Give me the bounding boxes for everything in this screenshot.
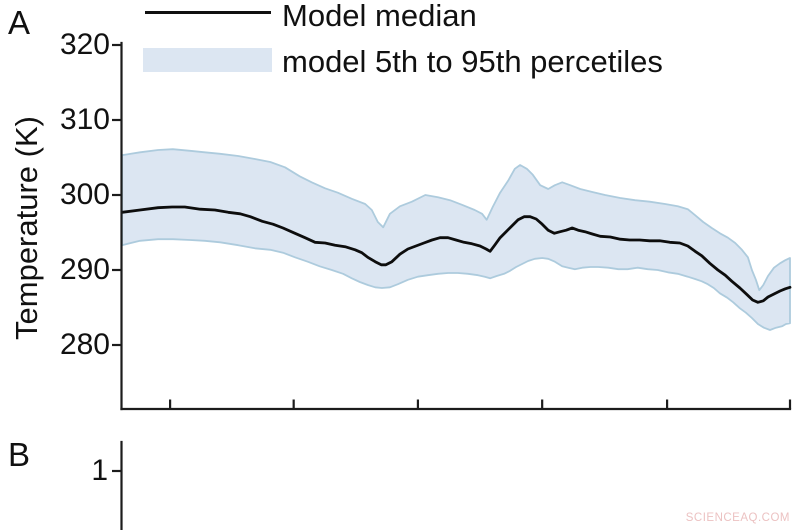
y-tick-label: 290 <box>59 253 110 286</box>
legend-entry-percentiles: model 5th to 95th percetiles <box>282 44 663 79</box>
legend-entry-median: Model median <box>282 0 477 33</box>
y-tick-label: 300 <box>59 178 110 211</box>
watermark: SCIENCEAQ.COM <box>685 512 790 524</box>
y-tick-label: 320 <box>59 28 110 61</box>
y-tick-label: 310 <box>59 103 110 136</box>
model-median-line <box>120 205 792 304</box>
axis-ticks <box>112 43 792 473</box>
panel-b-label: B <box>8 436 31 473</box>
axis-spines <box>120 41 792 530</box>
y-tick-label: 280 <box>59 328 110 361</box>
panel-b-tick-label: 1 <box>91 454 108 487</box>
panel-a-label: A <box>8 4 31 41</box>
y-axis-title: Temperature (K) <box>9 116 44 340</box>
legend-line-swatch <box>145 11 271 14</box>
legend-patch-swatch <box>143 48 272 72</box>
